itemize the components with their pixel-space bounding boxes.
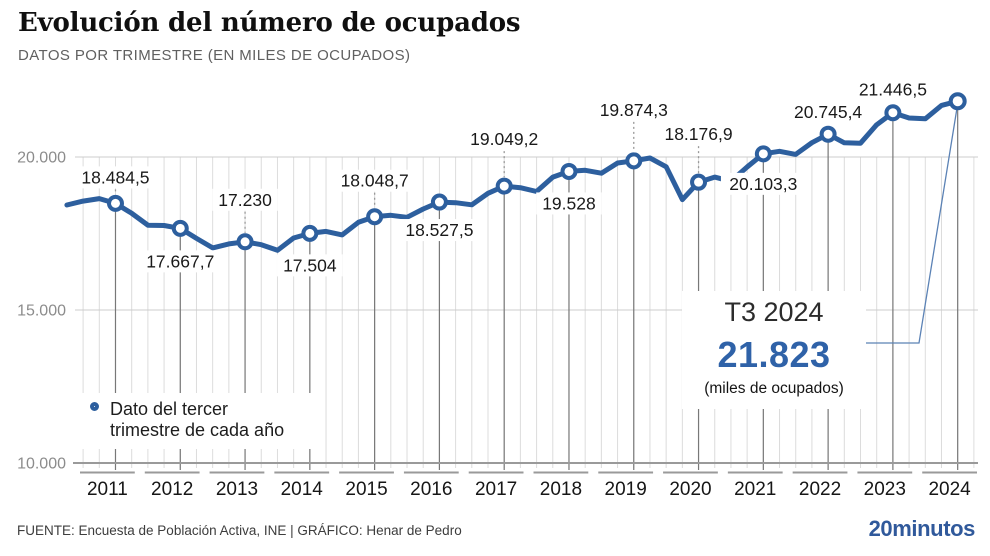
- data-point-2013[interactable]: [236, 233, 254, 251]
- legend-line2: trimestre de cada año: [110, 420, 285, 440]
- data-point-2012[interactable]: [171, 219, 189, 237]
- x-axis-year-2021: 2021: [734, 479, 776, 500]
- x-axis-year-2018: 2018: [540, 479, 582, 500]
- callout-period: T3 2024: [724, 297, 824, 327]
- y-axis-tick-20.000: 20.000: [17, 150, 66, 167]
- employment-line: [64, 98, 961, 253]
- value-label-2020: 18.176,9: [664, 124, 732, 144]
- x-axis-year-2019: 2019: [605, 479, 647, 500]
- value-label-bg: [536, 192, 602, 215]
- legend: Dato del tercer trimestre de cada año: [78, 393, 318, 449]
- x-axis-year-2012: 2012: [151, 479, 193, 500]
- x-axis-year-2013: 2013: [216, 479, 258, 500]
- source-credit: FUENTE: Encuesta de Población Activa, IN…: [17, 523, 462, 538]
- value-label-bg: [461, 128, 547, 151]
- data-point-2022[interactable]: [819, 125, 837, 143]
- data-point-2020[interactable]: [690, 173, 708, 191]
- value-label-bg: [137, 250, 223, 273]
- value-label-bg: [73, 166, 158, 189]
- x-axis-year-2024: 2024: [928, 479, 971, 500]
- y-axis-tick-10.000: 10.000: [17, 456, 66, 473]
- 20minutos-logo: 20minutos: [868, 516, 976, 541]
- data-point-2021[interactable]: [754, 145, 772, 163]
- data-point-2024[interactable]: [948, 92, 967, 111]
- x-axis-year-2015: 2015: [345, 479, 387, 500]
- value-label-2023: 21.446,5: [859, 80, 927, 100]
- legend-line1: Dato del tercer: [110, 399, 229, 419]
- value-label-2021: 20.103,3: [729, 174, 797, 194]
- value-label-bg: [397, 219, 482, 242]
- value-label-2013: 17.230: [218, 190, 272, 210]
- x-axis-year-2011: 2011: [87, 479, 128, 500]
- x-axis-year-2023: 2023: [864, 479, 906, 500]
- page-title: Evolución del número de ocupados: [18, 8, 521, 38]
- value-label-bg: [720, 172, 806, 195]
- x-axis-year-2016: 2016: [410, 479, 452, 500]
- value-label-bg: [656, 123, 741, 146]
- data-point-2015[interactable]: [366, 208, 384, 226]
- value-label-bg: [850, 78, 936, 101]
- value-label-2011: 18.484,5: [81, 167, 149, 187]
- data-point-2019[interactable]: [625, 152, 643, 170]
- value-label-2018: 19.528: [542, 193, 596, 213]
- value-label-bg: [785, 101, 871, 124]
- value-label-2016: 18.527,5: [405, 220, 473, 240]
- value-label-2014: 17.504: [283, 255, 337, 275]
- legend-label: Dato del tercer trimestre de cada año: [110, 399, 284, 441]
- value-label-bg: [212, 188, 278, 211]
- value-label-2017: 19.049,2: [470, 129, 538, 149]
- y-axis-tick-15.000: 15.000: [17, 303, 66, 320]
- q3-marker-icon: [90, 402, 99, 411]
- x-axis-year-2022: 2022: [799, 479, 841, 500]
- callout-t3-2024: T3 2024 21.823 (miles de ocupados): [682, 291, 866, 409]
- value-label-2022: 20.745,4: [794, 102, 862, 122]
- value-label-2015: 18.048,7: [341, 171, 409, 191]
- data-point-2018[interactable]: [560, 162, 578, 180]
- value-label-bg: [277, 254, 343, 277]
- value-label-bg: [591, 98, 677, 121]
- page-subtitle: DATOS POR TRIMESTRE (EN MILES DE OCUPADO…: [18, 47, 411, 64]
- value-label-2019: 19.874,3: [600, 100, 668, 120]
- data-point-2016[interactable]: [430, 193, 448, 211]
- value-label-2012: 17.667,7: [146, 251, 214, 271]
- x-axis-year-2014: 2014: [281, 479, 324, 500]
- callout-value: 21.823: [717, 334, 831, 375]
- x-axis-year-2017: 2017: [475, 479, 517, 500]
- callout-unit: (miles de ocupados): [704, 380, 844, 397]
- data-point-2011[interactable]: [106, 194, 124, 212]
- callout-leader-line: [866, 107, 958, 344]
- x-axis-year-2020: 2020: [669, 479, 711, 500]
- data-point-2023[interactable]: [884, 104, 902, 122]
- data-point-2014[interactable]: [301, 224, 319, 242]
- data-point-2017[interactable]: [495, 177, 513, 195]
- value-label-bg: [332, 169, 418, 192]
